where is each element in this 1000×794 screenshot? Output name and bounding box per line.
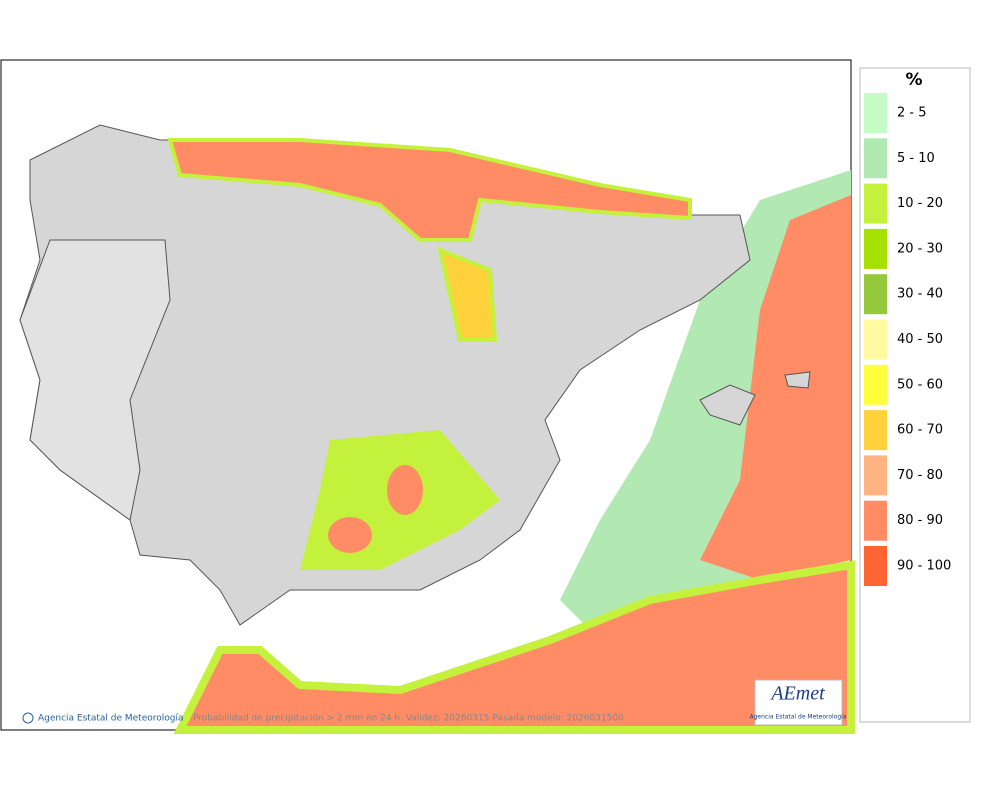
rain-area	[173, 560, 855, 734]
legend-label: 70 - 80	[897, 468, 943, 483]
rain-area	[387, 465, 423, 515]
legend-label: 2 - 5	[897, 106, 927, 121]
legend-swatch	[864, 183, 887, 224]
legend-swatch	[864, 410, 887, 451]
legend-label: 90 - 100	[897, 559, 951, 574]
map-description: Probabilidad de precipitación > 2 mm en …	[193, 713, 624, 724]
legend-label: 50 - 60	[897, 377, 943, 392]
legend-swatch	[864, 319, 887, 360]
legend-swatch	[864, 93, 887, 133]
logo-box	[754, 679, 843, 726]
legend-swatch	[864, 455, 887, 496]
legend-swatch	[864, 228, 887, 269]
map: Agencia Estatal de Meteorología Probabil…	[0, 59, 855, 734]
rain-area	[167, 138, 692, 242]
rain-area	[437, 246, 498, 342]
legend-label: 5 - 10	[897, 151, 935, 166]
logo-name: AEmet	[769, 683, 825, 705]
legend-swatch	[864, 364, 887, 405]
legend-swatch	[864, 274, 887, 315]
copyright-icon	[22, 712, 34, 724]
island	[699, 384, 756, 426]
logo-subtitle: Agencia Estatal de Meteorología	[750, 714, 847, 721]
legend-label: 10 - 20	[897, 196, 943, 211]
legend-swatch	[864, 546, 887, 586]
agency-credit: Agencia Estatal de Meteorología	[38, 714, 184, 724]
island	[784, 371, 811, 389]
legend: % 2 - 5 5 - 10 10 - 20 20 - 30 30 - 40 40 - 5…	[859, 67, 971, 723]
rain-area	[700, 195, 851, 580]
legend-label: 40 - 50	[897, 332, 943, 347]
legend-title: %	[905, 70, 922, 90]
legend-label: 60 - 70	[897, 423, 943, 438]
legend-label: 80 - 90	[897, 513, 943, 528]
legend-label: 20 - 30	[897, 241, 943, 256]
rain-area	[328, 517, 372, 553]
legend-swatch	[864, 500, 887, 541]
legend-label: 30 - 40	[897, 287, 943, 302]
legend-swatch	[864, 138, 887, 179]
land	[19, 239, 171, 521]
